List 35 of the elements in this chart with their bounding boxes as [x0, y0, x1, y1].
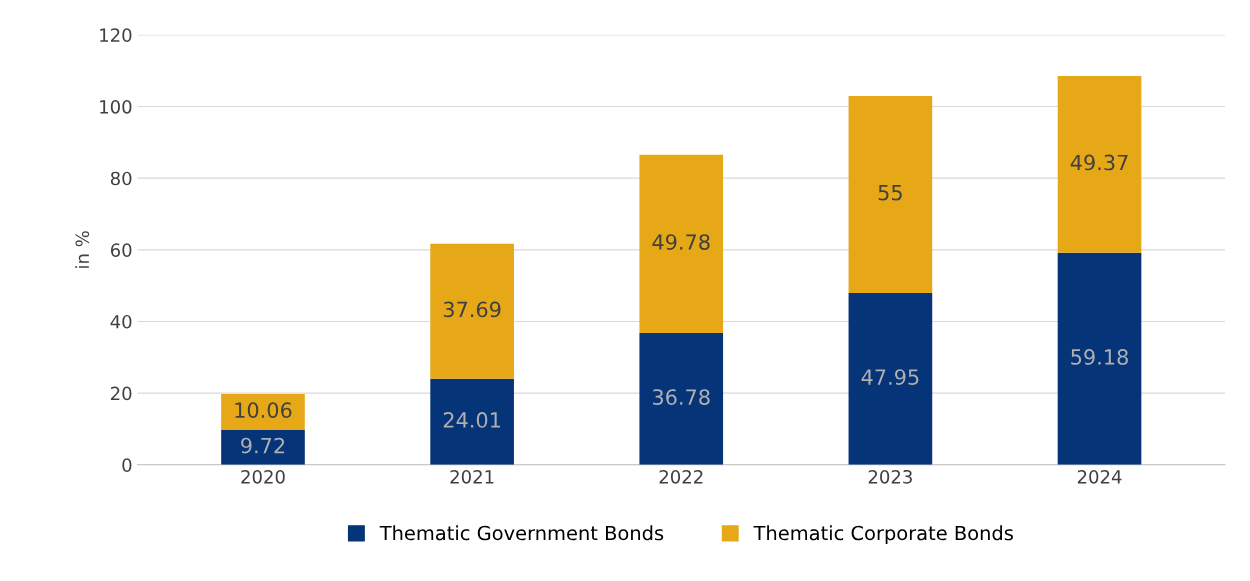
data-label: 36.78 [653, 389, 710, 405]
legend-label: Thematic Corporate Bonds [753, 525, 1013, 545]
legend-label: Thematic Government Bonds [379, 525, 664, 541]
y-tick-label: 120 [100, 28, 132, 42]
x-tick-label: 2024 [1077, 469, 1122, 484]
bar [430, 243, 514, 379]
bar [1057, 75, 1142, 253]
bar [221, 429, 305, 465]
data-label: 10.06 [235, 402, 292, 418]
x-tick-label: 2022 [659, 469, 703, 484]
bar [221, 393, 305, 430]
data-label: 47.95 [861, 369, 919, 385]
bar [1057, 252, 1142, 465]
bar [848, 95, 933, 293]
y-tick-label: 0 [122, 458, 132, 472]
data-label: 59.18 [1071, 349, 1128, 365]
y-tick-label: 40 [110, 314, 132, 329]
y-tick-label: 20 [110, 386, 132, 401]
x-tick-label: 2023 [868, 469, 912, 484]
x-tick-label: 2021 [450, 469, 494, 484]
data-label: 9.72 [241, 437, 285, 454]
bar [639, 154, 724, 334]
data-label: 24.01 [443, 412, 501, 428]
y-tick-label: 60 [110, 243, 132, 257]
x-tick-label: 2020 [241, 469, 285, 484]
data-label: 37.69 [443, 301, 501, 318]
y-tick-label: 80 [110, 171, 132, 186]
y-tick-label: 100 [100, 99, 132, 114]
bar [430, 378, 514, 465]
data-label: 55 [878, 185, 902, 201]
data-label: 49.37 [1070, 154, 1128, 171]
y-axis-title: in % [75, 231, 90, 268]
bar [639, 333, 724, 465]
data-label: 49.78 [652, 234, 710, 250]
bar [848, 293, 933, 465]
